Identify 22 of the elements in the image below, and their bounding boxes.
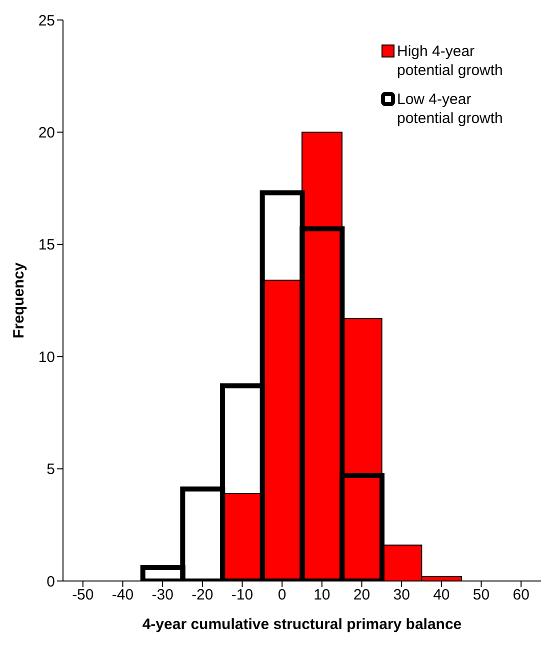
x-tick-label: 30: [393, 586, 410, 604]
y-tick-label: 5: [46, 461, 55, 478]
x-tick-label: 50: [472, 586, 490, 604]
x-tick-label: 20: [353, 586, 370, 604]
x-tick-label: -10: [231, 586, 254, 604]
x-tick-label: 40: [433, 586, 450, 604]
legend-label: High 4-year potential growth: [397, 42, 504, 80]
x-tick-label: -50: [72, 586, 94, 604]
y-tick-label: 20: [38, 124, 55, 142]
y-axis-title: Frequency: [10, 262, 28, 338]
x-tick-label: 60: [512, 586, 530, 604]
y-tick-label: 15: [38, 236, 55, 254]
legend-label: Low 4-year potential growth: [397, 90, 504, 128]
x-tick-label: -30: [152, 586, 174, 604]
y-tick-label: 25: [38, 12, 55, 30]
x-tick-label: -40: [112, 586, 134, 604]
x-axis-title: 4-year cumulative structural primary balance: [142, 616, 462, 633]
y-tick-label: 10: [38, 348, 55, 366]
x-tick-label: -20: [192, 586, 214, 604]
y-tick-label: 0: [46, 573, 55, 590]
x-tick-label: 0: [278, 586, 286, 604]
x-tick-label: 10: [314, 586, 330, 604]
